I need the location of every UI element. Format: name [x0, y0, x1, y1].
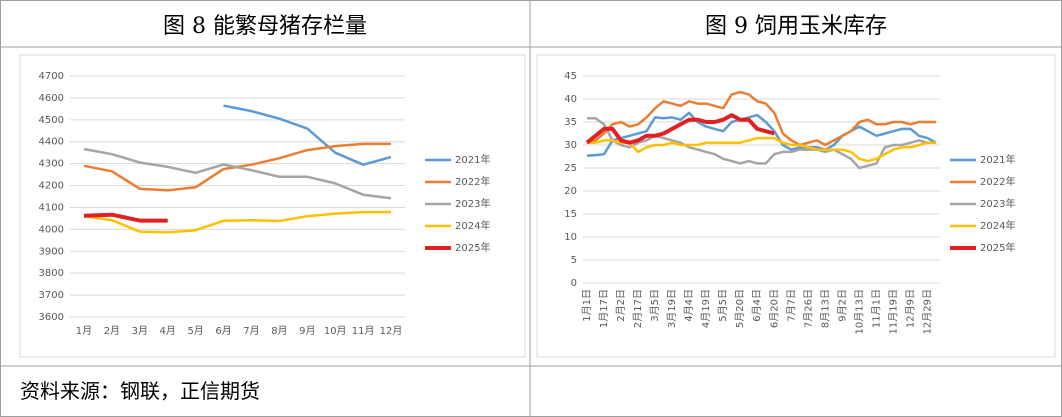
legend-label: 2021年: [455, 153, 490, 166]
series-line: [586, 111, 937, 157]
y-tick-label: 3600: [39, 312, 64, 323]
x-tick-label: 2月2日: [615, 289, 627, 322]
x-tick-label: 12月9日: [904, 289, 916, 328]
legend-label: 2024年: [980, 219, 1015, 232]
series-line: [586, 90, 936, 147]
x-tick-label: 11月19日: [887, 289, 899, 334]
chart-box: [19, 54, 526, 358]
x-tick-label: 11月1日: [870, 289, 882, 328]
chart-box: [536, 54, 1056, 358]
y-tick-label: 3700: [39, 290, 64, 301]
x-tick-label: 6月20日: [768, 289, 780, 328]
legend-label: 2024年: [455, 219, 490, 232]
x-tick-label: 9月: [299, 325, 315, 337]
x-tick-label: 2月17日: [632, 289, 644, 328]
x-tick-label: 6月4日: [751, 289, 763, 322]
x-tick-label: 4月4日: [683, 289, 695, 322]
y-tick-label: 4000: [39, 224, 64, 235]
y-tick-label: 40: [564, 94, 577, 105]
y-tick-label: 4600: [39, 93, 64, 104]
legend-label: 2021年: [980, 153, 1015, 166]
legend-label: 2023年: [455, 197, 490, 210]
x-tick-label: 5月20日: [734, 289, 746, 328]
legend-label: 2022年: [455, 175, 490, 188]
series-line: [587, 136, 936, 163]
legend-label: 2025年: [980, 241, 1015, 254]
x-tick-label: 1月: [76, 325, 92, 337]
x-tick-label: 7月: [243, 325, 259, 337]
y-tick-label: 10: [564, 232, 577, 243]
chart-title: 图 8 能繁母猪存栏量: [163, 14, 367, 39]
x-tick-label: 10月13日: [853, 289, 865, 334]
y-tick-label: 20: [564, 186, 577, 197]
y-tick-label: 4100: [39, 202, 64, 213]
y-tick-label: 5: [571, 255, 577, 266]
y-tick-label: 25: [564, 163, 577, 174]
series-line: [83, 147, 392, 200]
x-tick-label: 11月: [352, 325, 375, 337]
y-tick-label: 45: [564, 71, 577, 82]
legend-label: 2023年: [980, 197, 1015, 210]
legend-label: 2022年: [980, 175, 1015, 188]
x-tick-label: 5月5日: [717, 289, 729, 322]
series-line: [83, 210, 391, 234]
y-tick-label: 4700: [39, 71, 64, 82]
x-tick-label: 7月26日: [802, 289, 814, 328]
x-tick-label: 3月5日: [649, 289, 661, 322]
y-tick-label: 0: [571, 278, 577, 289]
y-tick-label: 4400: [39, 137, 64, 148]
x-tick-label: 3月19日: [666, 289, 678, 328]
y-tick-label: 3900: [39, 246, 64, 257]
series-line: [585, 113, 775, 145]
x-tick-label: 2月: [104, 325, 120, 337]
source: 资料来源：钢联，正信期货: [20, 379, 260, 403]
y-tick-label: 35: [564, 117, 577, 128]
x-tick-label: 5月: [187, 325, 203, 337]
x-tick-label: 12月: [380, 325, 403, 337]
legend-label: 2025年: [455, 241, 490, 254]
x-tick-label: 3月: [132, 325, 148, 337]
x-tick-label: 1月1日: [581, 289, 593, 322]
y-tick-label: 30: [564, 140, 577, 151]
x-tick-label: 7月7日: [785, 289, 797, 322]
x-tick-label: 9月2日: [836, 289, 848, 322]
series-line: [83, 212, 168, 223]
x-tick-label: 8月13日: [819, 289, 831, 328]
y-tick-label: 3800: [39, 268, 64, 279]
chart-title: 图 9 饲用玉米库存: [705, 14, 887, 39]
y-tick-label: 4300: [39, 159, 64, 170]
x-tick-label: 8月: [271, 325, 287, 337]
y-tick-label: 15: [564, 209, 577, 220]
x-tick-label: 1月17日: [598, 289, 610, 328]
x-tick-label: 12月29日: [921, 289, 933, 334]
series-line: [587, 117, 936, 170]
y-tick-label: 4200: [39, 181, 64, 192]
x-tick-label: 6月: [215, 325, 231, 337]
x-tick-label: 4月19日: [700, 289, 712, 328]
x-tick-label: 4月: [160, 325, 176, 337]
series-line: [223, 104, 392, 166]
y-tick-label: 4500: [39, 115, 64, 126]
x-tick-label: 10月: [324, 325, 347, 337]
